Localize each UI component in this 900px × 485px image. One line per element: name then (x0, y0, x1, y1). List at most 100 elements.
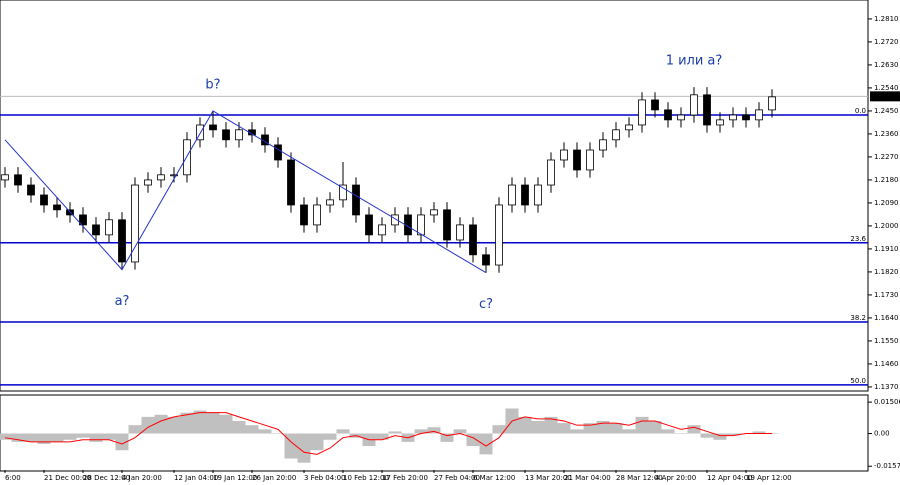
candle-body (417, 214, 425, 236)
histogram-bar (388, 431, 402, 434)
y-tick-label: 1.1370 (874, 383, 899, 391)
histogram-bar (0, 433, 12, 440)
y-tick-label: 1.1910 (874, 245, 899, 253)
x-tick-label: 21 Dec 00:00 (44, 474, 91, 482)
x-tick-label: 27 Feb 04:00 (434, 474, 480, 482)
candle-body (768, 96, 776, 111)
level-label: 50.0 (850, 377, 866, 385)
x-tick-label: 26 Jan 20:00 (252, 474, 296, 482)
candle-body (742, 114, 750, 121)
candle-body (14, 174, 22, 186)
x-tick-label: 12 Jan 04:00 (174, 474, 218, 482)
signal-line (4, 412, 772, 455)
candle-body (313, 204, 321, 226)
x-tick-label: 3 Feb 04:00 (304, 474, 345, 482)
candle-body (534, 184, 542, 206)
candle-body (625, 124, 633, 131)
histogram-bar (414, 429, 428, 434)
candle-body (40, 194, 48, 206)
level-label: 38.2 (850, 314, 866, 322)
histogram-bar (245, 425, 259, 434)
wave-label: 1 или a? (666, 54, 723, 69)
x-tick-label: 28 Mar 12:00 (616, 474, 663, 482)
x-tick-label: 21 Mar 04:00 (564, 474, 611, 482)
histogram-bar (89, 433, 103, 442)
y-tick-label: 1.1640 (874, 314, 899, 322)
candle-body (482, 254, 490, 266)
histogram-bar (154, 414, 168, 434)
x-tick-label: 10 Feb 12:00 (343, 474, 389, 482)
histogram-bar (128, 425, 142, 434)
y-tick-label: 1.1550 (874, 337, 899, 345)
candle-body (79, 214, 87, 226)
candle-body (144, 179, 152, 186)
candle-body (612, 129, 620, 141)
current-price-label: 1.2507 (873, 92, 898, 100)
wave-line (4, 110, 487, 274)
histogram-bar (50, 433, 64, 442)
candle-body (326, 199, 334, 206)
candle-body (170, 174, 178, 177)
candle-body (586, 149, 594, 171)
histogram-bar (726, 433, 740, 436)
histogram-bar (635, 416, 649, 434)
histogram-bar (466, 433, 480, 447)
y-tick-label: 0.00 (874, 430, 890, 438)
y-tick-label: 1.2810 (874, 15, 899, 23)
candle-body (495, 204, 503, 266)
candle-body (183, 139, 191, 176)
candle-body (157, 174, 165, 181)
candle-body (716, 119, 724, 126)
candle-body (105, 219, 113, 236)
wave-label: a? (115, 294, 130, 309)
candle-body (469, 224, 477, 256)
x-tick-label: 6:00 (5, 474, 21, 482)
histogram-bar (271, 433, 285, 435)
candle-body (378, 224, 386, 236)
candle-body (118, 219, 126, 263)
candle-body (235, 129, 243, 141)
x-tick-label: 6 Mar 12:00 (473, 474, 515, 482)
histogram-bar (596, 421, 610, 434)
candle-body (729, 114, 737, 121)
histogram-bar (37, 433, 51, 444)
x-tick-label: 19 Apr 12:00 (746, 474, 792, 482)
histogram-bar (11, 433, 25, 442)
y-tick-label: 1.2450 (874, 107, 899, 115)
x-tick-label: 17 Feb 20:00 (382, 474, 428, 482)
candle-body (352, 184, 360, 216)
y-tick-label: 1.2270 (874, 153, 899, 161)
histogram-bar (375, 433, 389, 440)
y-tick-label: 1.2090 (874, 199, 899, 207)
candle-body (365, 214, 373, 236)
candle-body (287, 159, 295, 206)
x-tick-label: 12 Apr 04:00 (707, 474, 753, 482)
main-panel (0, 0, 869, 392)
candle-body (430, 209, 438, 216)
candle-body (443, 209, 451, 241)
histogram-bar (544, 416, 558, 434)
histogram-bar (193, 410, 207, 434)
y-tick-label: 1.2540 (874, 84, 899, 92)
candle-body (755, 109, 763, 121)
candle-body (131, 184, 139, 263)
histogram-bar (674, 433, 688, 435)
histogram-bar (713, 433, 727, 440)
histogram-bar (206, 412, 220, 434)
y-tick-label: 1.2720 (874, 38, 899, 46)
x-tick-label: 19 Jan 12:00 (213, 474, 257, 482)
histogram-bar (258, 429, 272, 434)
histogram-bar (752, 431, 766, 434)
y-tick-label: 1.2630 (874, 61, 899, 69)
histogram-bar (492, 425, 506, 434)
candle-body (638, 99, 646, 126)
candle-body (222, 129, 230, 141)
histogram-bar (232, 421, 246, 434)
candle-body (1, 174, 9, 181)
histogram-bar (284, 433, 298, 459)
histogram-bar (323, 433, 337, 440)
y-tick-label: 1.2000 (874, 222, 899, 230)
histogram-bar (24, 433, 38, 442)
candle-body (651, 99, 659, 111)
